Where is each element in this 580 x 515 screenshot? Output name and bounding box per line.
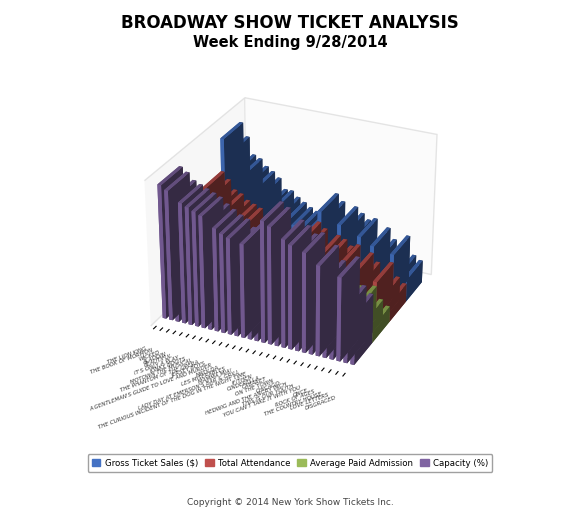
Text: BROADWAY SHOW TICKET ANALYSIS: BROADWAY SHOW TICKET ANALYSIS [121,14,459,32]
Text: Copyright © 2014 New York Show Tickets Inc.: Copyright © 2014 New York Show Tickets I… [187,499,393,507]
Legend: Gross Ticket Sales ($), Total Attendance, Average Paid Admission, Capacity (%): Gross Ticket Sales ($), Total Attendance… [88,454,492,472]
Text: Week Ending 9/28/2014: Week Ending 9/28/2014 [193,35,387,50]
